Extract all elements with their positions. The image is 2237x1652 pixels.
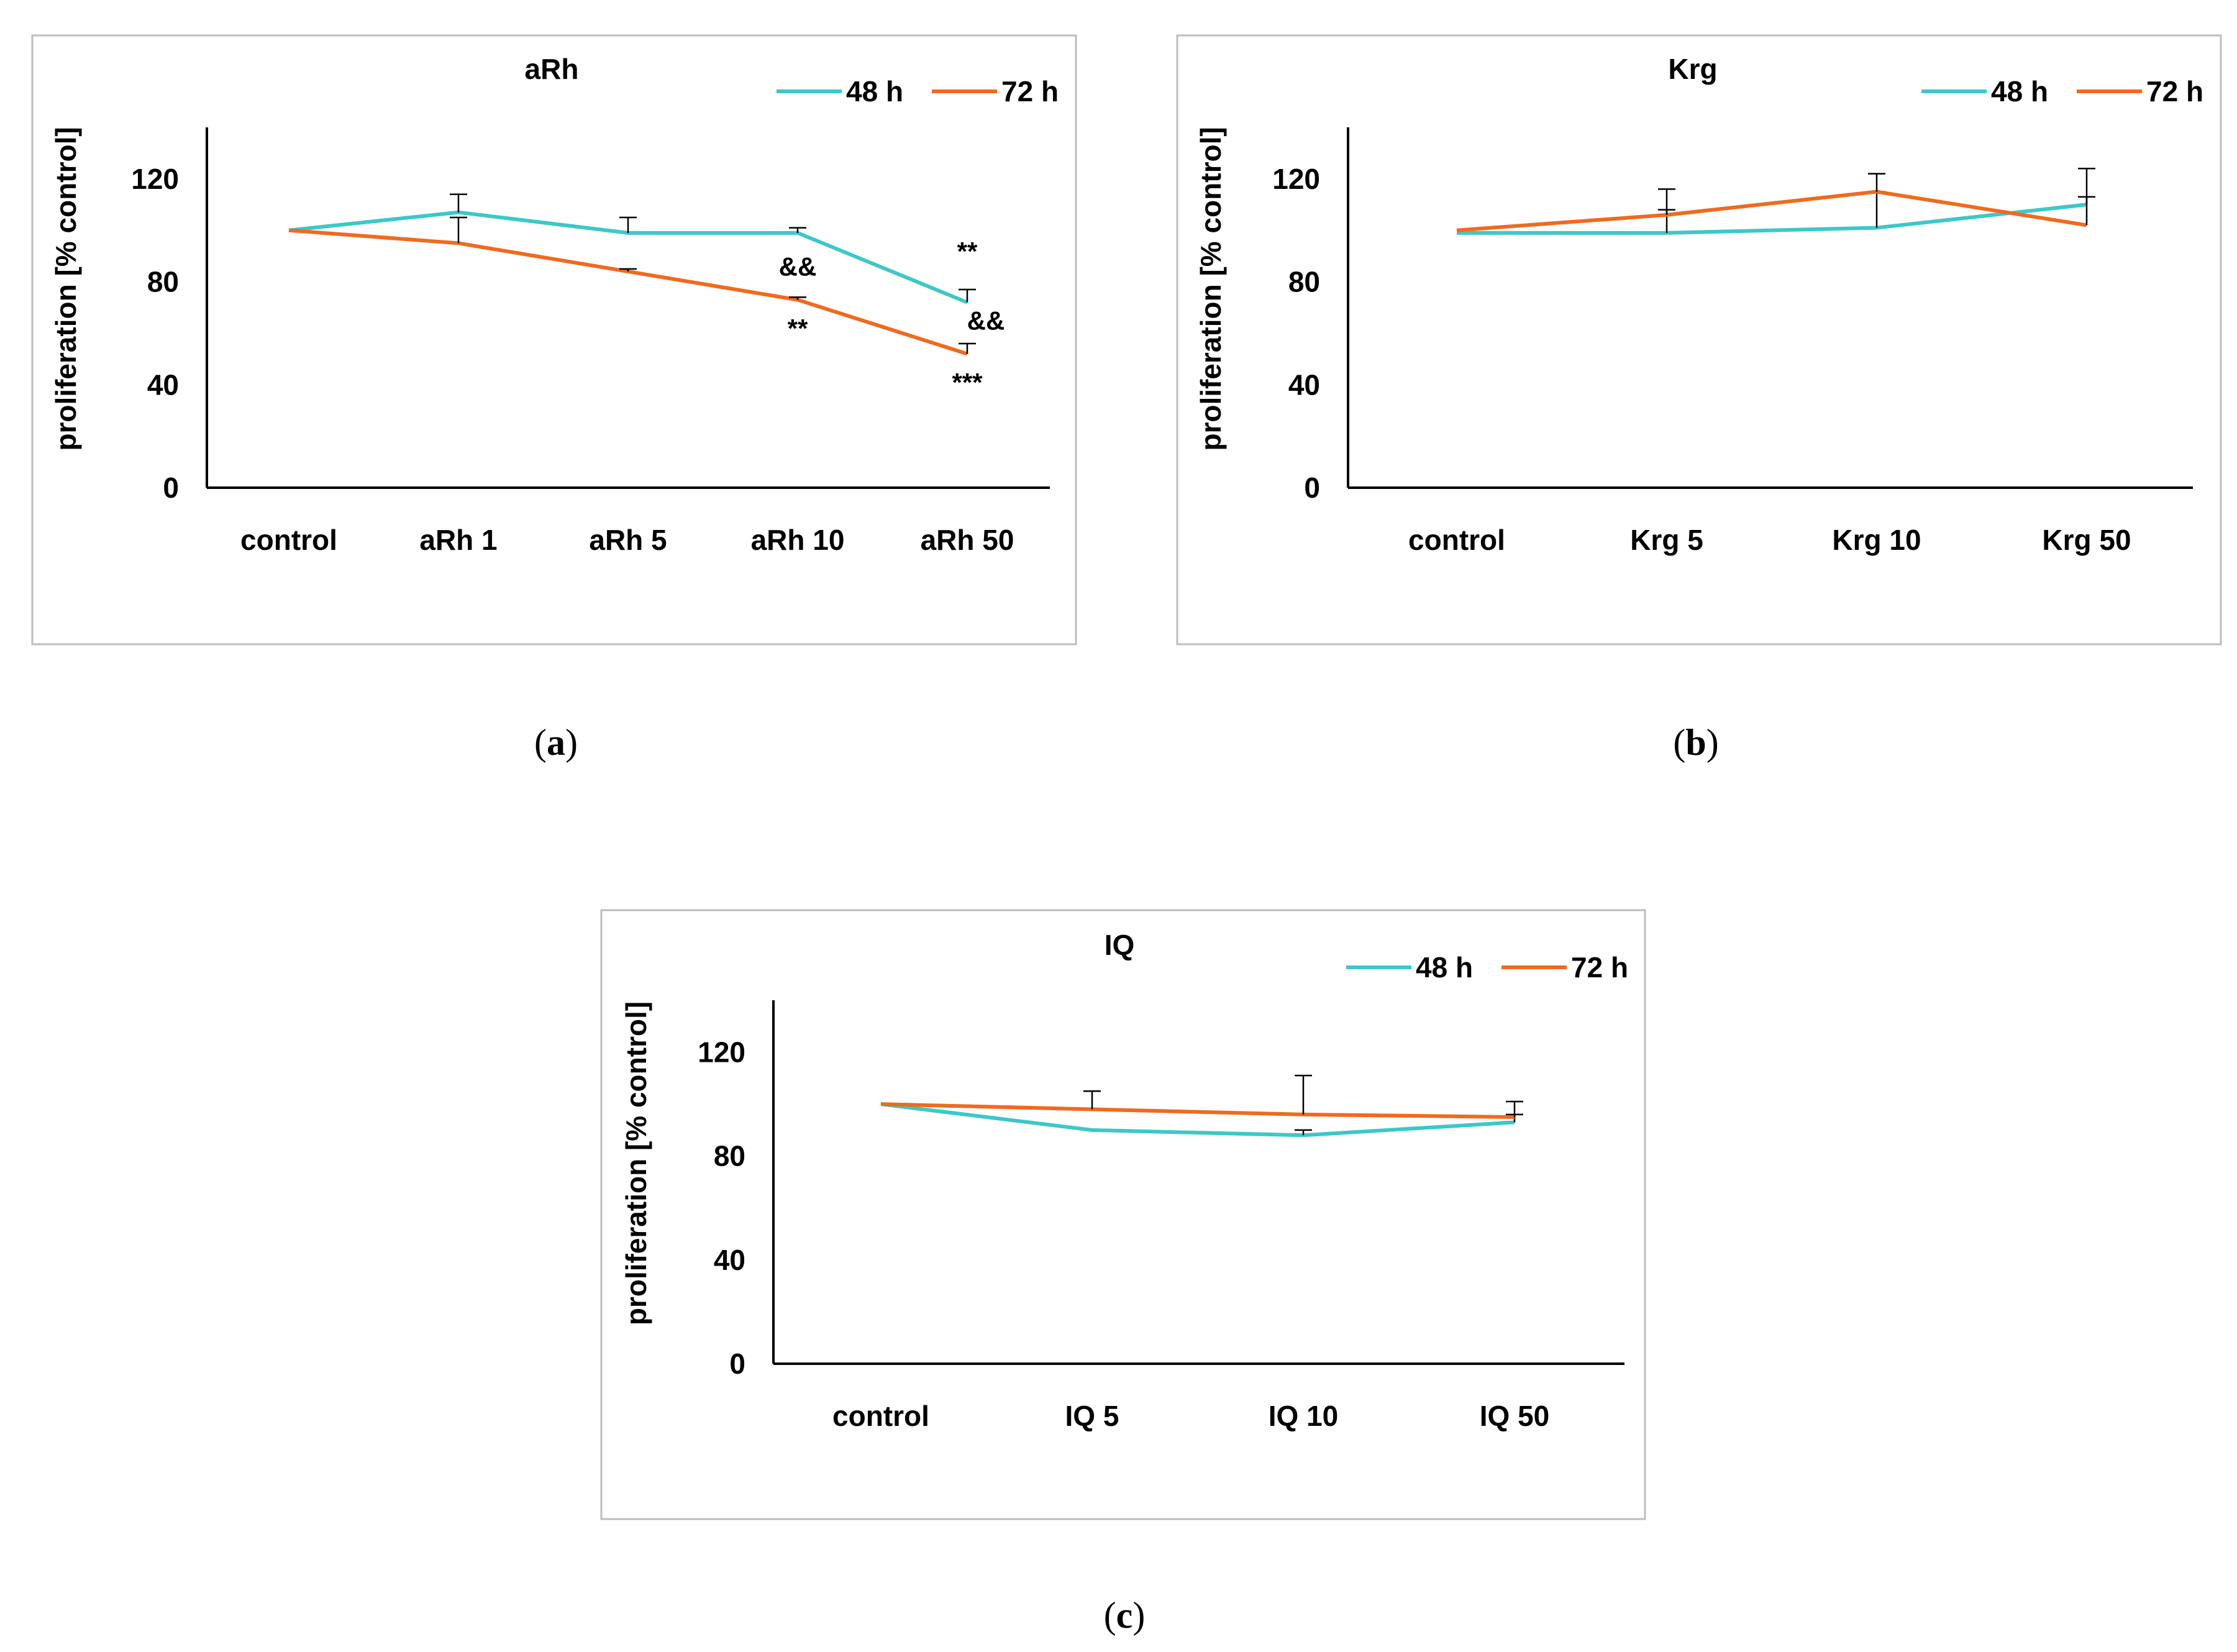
series-line-72h [288,228,968,356]
y-tick-label: 80 [714,1140,745,1172]
significance-annotation: *** [952,368,983,397]
error-bar [619,216,637,233]
y-tick-label: 120 [131,163,179,195]
chart-title: Krg [1668,53,1717,85]
chart-title: aRh [525,53,579,85]
series-line-72h [1456,189,2087,232]
x-tick-label: control [240,524,337,556]
x-tick-label: control [1408,524,1505,556]
error-bar [959,342,976,354]
y-tick-label: 0 [1304,472,1320,504]
error-bar [450,193,467,212]
x-tick-label: IQ 50 [1480,1400,1550,1432]
y-tick-label: 40 [1288,368,1320,401]
legend-label: 48 h [846,75,903,107]
series-line-48h [880,1102,1515,1138]
y-tick-label: 80 [147,266,179,298]
panel-caption: (a) [534,722,578,763]
chart-frame [31,34,1077,646]
y-axis-label: proliferation [% control] [620,1002,652,1325]
error-bar [1658,188,1675,215]
y-tick-label: 0 [729,1348,745,1380]
error-bar [789,227,806,233]
legend-label: 72 h [1001,75,1059,107]
x-tick-label: aRh 50 [921,524,1014,556]
significance-annotation: ** [788,314,808,343]
error-bar [1083,1090,1101,1110]
error-bar [2078,168,2095,226]
panel-caption: (c) [1104,1595,1146,1636]
x-tick-label: IQ 10 [1269,1400,1339,1432]
significance-annotation: ** [957,237,978,266]
error-bar [1506,1100,1523,1118]
y-tick-label: 120 [698,1036,745,1069]
y-tick-label: 0 [163,472,179,504]
x-tick-label: Krg 50 [2042,524,2131,556]
x-tick-label: aRh 10 [751,524,845,556]
caption-paren-open: ( [534,722,547,763]
caption-paren-open: ( [1673,722,1685,763]
series-line-48h [1457,203,2087,235]
y-tick-label: 40 [714,1244,745,1276]
legend-label: 48 h [1991,75,2048,107]
x-tick-label: aRh 5 [589,524,667,556]
legend-label: 72 h [2146,75,2203,107]
error-bar [789,296,806,300]
error-bar [1295,1074,1312,1115]
error-bar [619,268,637,272]
caption-paren-close: ) [1706,722,1719,763]
significance-annotation: && [779,252,817,281]
legend-label: 48 h [1416,951,1473,983]
caption-letter: c [1116,1595,1133,1636]
y-axis-label: proliferation [% control] [1195,127,1227,450]
error-bar [1868,191,1885,228]
caption-letter: b [1685,722,1706,763]
chart-panel-b: 0 40 80 120 control Krg 5 Krg 10 Krg 50 prolifer… [1176,34,2222,646]
y-axis-label: proliferation [% control] [50,127,82,450]
x-tick-label: control [832,1400,929,1432]
error-bar [1295,1129,1312,1136]
chart-frame [600,909,1646,1520]
error-bar [450,216,467,244]
caption-paren-open: ( [1104,1595,1116,1636]
caption-letter: a [547,722,565,763]
y-tick-label: 80 [1288,266,1320,298]
chart-panel-a: 0 40 80 120 control aRh 1 aRh 5 aRh 10 aRh 50 pro… [31,34,1077,646]
significance-annotation: && [967,306,1005,335]
series-line-72h [880,1102,1515,1120]
chart-title: IQ [1105,929,1135,961]
x-tick-label: Krg 5 [1630,524,1703,556]
legend-label: 72 h [1571,951,1628,983]
caption-paren-close: ) [565,722,578,763]
y-tick-label: 120 [1272,163,1320,195]
error-bar [1868,173,1885,192]
panel-caption: (b) [1673,722,1718,763]
x-tick-label: IQ 5 [1065,1400,1119,1432]
y-tick-label: 40 [147,368,179,401]
chart-panel-c: 0 40 80 120 control IQ 5 IQ 10 IQ 50 proliferati… [600,909,1646,1520]
x-tick-label: aRh 1 [419,524,497,556]
x-tick-label: Krg 10 [1832,524,1921,556]
chart-frame [1176,34,2222,646]
caption-paren-close: ) [1132,1595,1145,1636]
error-bar [959,288,976,303]
